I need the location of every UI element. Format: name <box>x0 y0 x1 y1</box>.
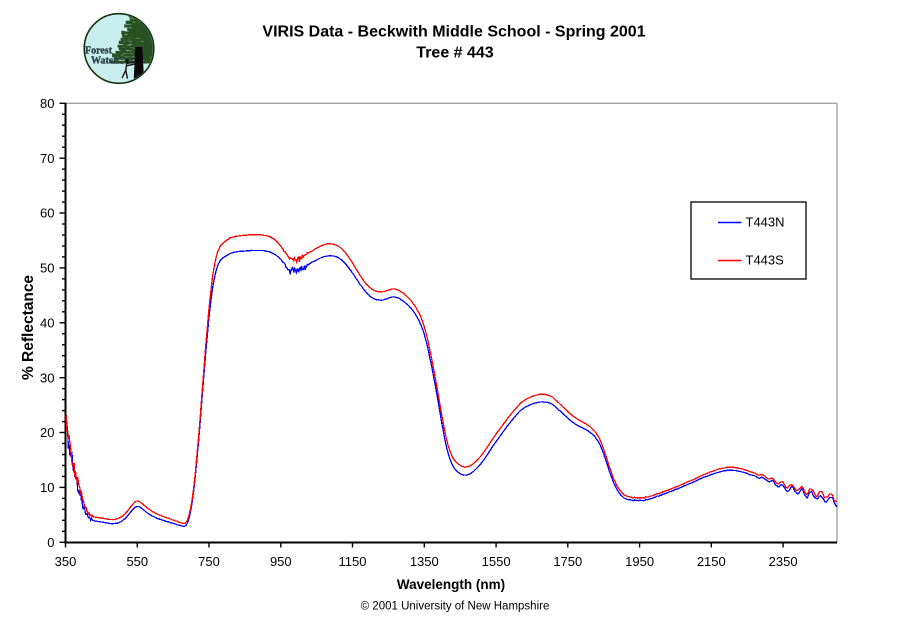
svg-text:1750: 1750 <box>553 554 582 569</box>
svg-text:950: 950 <box>270 554 292 569</box>
svg-text:0: 0 <box>47 535 54 550</box>
svg-text:60: 60 <box>40 206 54 221</box>
svg-text:VIRIS Data - Beckwith Middle S: VIRIS Data - Beckwith Middle School - Sp… <box>262 24 645 41</box>
svg-text:T443S: T443S <box>746 253 785 268</box>
svg-text:Wavelength (nm): Wavelength (nm) <box>397 577 505 592</box>
svg-text:20: 20 <box>40 425 54 440</box>
svg-text:40: 40 <box>40 316 54 331</box>
svg-text:% Reflectance: % Reflectance <box>20 275 37 380</box>
svg-text:30: 30 <box>40 370 54 385</box>
svg-text:2350: 2350 <box>769 554 798 569</box>
svg-text:1550: 1550 <box>482 554 511 569</box>
svg-text:350: 350 <box>55 554 77 569</box>
svg-text:550: 550 <box>126 554 148 569</box>
svg-text:50: 50 <box>40 261 54 276</box>
svg-text:Watch: Watch <box>91 56 119 67</box>
svg-text:10: 10 <box>40 480 54 495</box>
svg-text:© 2001 University of New Hamps: © 2001 University of New Hampshire <box>361 601 550 613</box>
svg-text:1950: 1950 <box>625 554 654 569</box>
svg-text:70: 70 <box>40 151 54 166</box>
svg-text:Forest: Forest <box>85 46 113 57</box>
svg-text:1350: 1350 <box>410 554 439 569</box>
svg-text:T443N: T443N <box>746 215 785 230</box>
svg-text:750: 750 <box>198 554 220 569</box>
svg-text:2150: 2150 <box>697 554 726 569</box>
svg-text:Tree # 443: Tree # 443 <box>416 45 494 62</box>
svg-text:80: 80 <box>40 96 54 111</box>
svg-text:1150: 1150 <box>339 554 367 569</box>
